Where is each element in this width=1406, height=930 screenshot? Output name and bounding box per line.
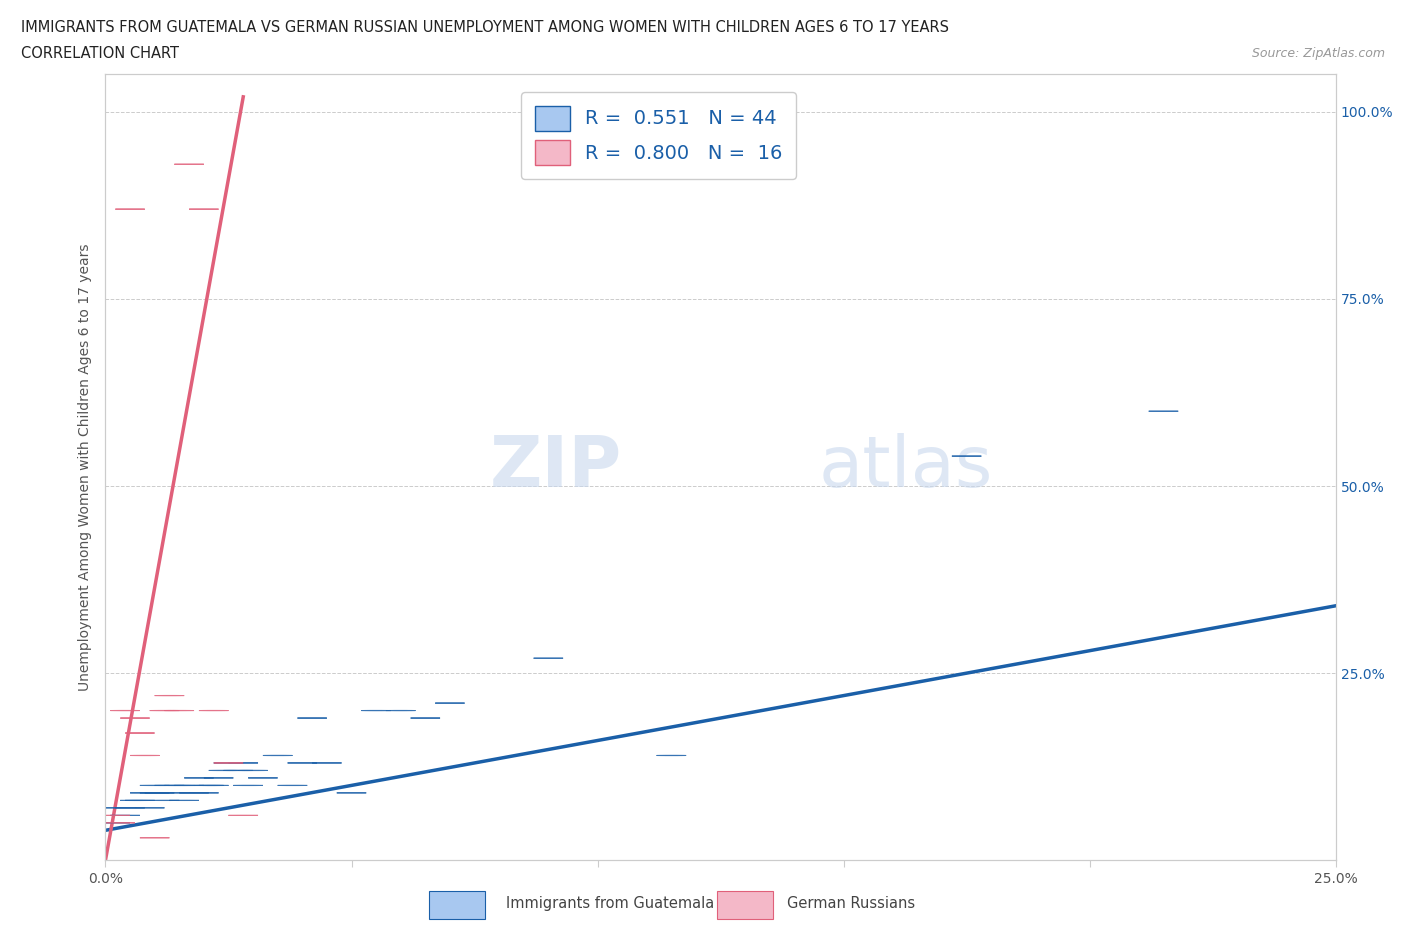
Text: CORRELATION CHART: CORRELATION CHART [21,46,179,61]
Legend: R =  0.551   N = 44, R =  0.800   N =  16: R = 0.551 N = 44, R = 0.800 N = 16 [522,92,796,179]
Text: Immigrants from Guatemala: Immigrants from Guatemala [506,897,714,911]
Text: Source: ZipAtlas.com: Source: ZipAtlas.com [1251,46,1385,60]
Text: ZIP: ZIP [489,432,621,502]
Text: atlas: atlas [818,432,994,502]
Text: German Russians: German Russians [787,897,915,911]
Text: IMMIGRANTS FROM GUATEMALA VS GERMAN RUSSIAN UNEMPLOYMENT AMONG WOMEN WITH CHILDR: IMMIGRANTS FROM GUATEMALA VS GERMAN RUSS… [21,20,949,35]
Y-axis label: Unemployment Among Women with Children Ages 6 to 17 years: Unemployment Among Women with Children A… [79,244,93,691]
